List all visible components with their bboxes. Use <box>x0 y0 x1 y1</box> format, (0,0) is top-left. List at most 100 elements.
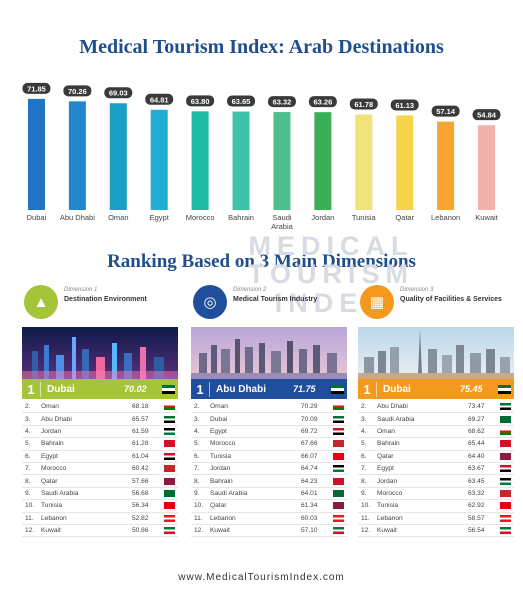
flag-icon <box>333 489 344 497</box>
bar <box>314 112 332 210</box>
chart-title: Medical Tourism Index: Arab Destinations <box>79 36 444 58</box>
ranking-row: 5. Bahrain 61.28 <box>22 438 178 451</box>
top-rank: 1 <box>22 381 41 397</box>
rank-number: 12. <box>194 527 204 535</box>
ranking-row: 9. Saudi Arabia 64.01 <box>191 488 347 501</box>
value-label: 61.78 <box>354 100 373 109</box>
footer-url[interactable]: www.MedicalTourismIndex.com <box>178 572 345 583</box>
score-value: 63.67 <box>468 465 485 473</box>
score-value: 63.45 <box>468 477 485 485</box>
flag-icon <box>333 415 344 423</box>
country-name: Bahrain <box>41 440 64 448</box>
ranking-row: 4. Egypt 69.72 <box>191 426 347 439</box>
flag-icon <box>333 403 344 411</box>
category-label: Jordan <box>311 213 334 222</box>
country-name: Oman <box>377 427 395 435</box>
value-label-bg <box>390 99 419 111</box>
city-photo <box>358 327 514 379</box>
section-title: Ranking Based on 3 Main Dimensions <box>107 251 416 272</box>
ranking-row: 4. Jordan 61.59 <box>22 426 178 439</box>
flag-icon <box>500 527 511 535</box>
flag-icon <box>333 465 344 473</box>
rank-number: 10. <box>361 502 371 510</box>
country-name: Jordan <box>210 465 231 473</box>
value-label: 64.81 <box>150 95 169 104</box>
rank-number: 9. <box>361 489 367 497</box>
flag-icon <box>164 440 175 448</box>
flag-icon <box>500 403 511 411</box>
score-value: 70.09 <box>301 415 318 423</box>
value-label-bg <box>227 95 256 107</box>
globe-icon: ◎ <box>193 285 227 319</box>
country-name: Saudi Arabia <box>377 415 415 423</box>
rank-number: 9. <box>25 489 31 497</box>
ranking-row: 5. Morocco 67.66 <box>191 438 347 451</box>
dimension-panel-3: ▦ Dimension 3 Quality of Facilities & Se… <box>358 283 514 563</box>
flag-icon <box>164 415 175 423</box>
country-name: Oman <box>41 403 59 411</box>
ranking-row: 12. Kuwait 50.86 <box>22 525 178 538</box>
flag-icon <box>164 489 175 497</box>
rank-number: 5. <box>361 440 367 448</box>
bar <box>478 125 496 210</box>
ranking-row: 6. Tunisia 66.07 <box>191 451 347 463</box>
rank-number: 7. <box>25 465 31 473</box>
ranking-row: 2. Oman 70.29 <box>191 401 347 414</box>
rank-number: 5. <box>25 440 31 448</box>
flag-icon <box>164 452 175 460</box>
top-score: 75.45 <box>460 384 483 394</box>
ranking-row: 6. Qatar 64.40 <box>358 451 514 463</box>
score-value: 61.59 <box>132 427 149 435</box>
score-value: 60.03 <box>301 514 318 522</box>
dimension-number: Dimension 1 <box>64 287 98 293</box>
flag-icon <box>164 465 175 473</box>
value-label-bg <box>267 96 296 108</box>
dimension-header: ▦ Dimension 3 Quality of Facilities & Se… <box>358 283 514 325</box>
rank-number: 11. <box>361 514 370 522</box>
country-name: Saudi Arabia <box>210 489 248 497</box>
rank-number: 12. <box>25 527 35 535</box>
flag-icon <box>164 502 175 510</box>
ranking-row: 4. Oman 68.62 <box>358 426 514 439</box>
value-label: 63.80 <box>191 97 210 106</box>
value-label-bg <box>22 82 51 94</box>
rank-number: 5. <box>194 440 200 448</box>
value-label-bg <box>349 98 378 110</box>
flag-icon <box>498 384 511 394</box>
rank-number: 6. <box>25 452 31 460</box>
value-label: 61.13 <box>395 101 414 110</box>
country-name: Qatar <box>41 477 58 485</box>
country-name: Bahrain <box>210 477 233 485</box>
score-value: 61.34 <box>301 502 318 510</box>
rank-number: 7. <box>361 465 367 473</box>
country-name: Saudi Arabia <box>41 489 79 497</box>
rank-number: 8. <box>194 477 200 485</box>
city-photo <box>22 327 178 379</box>
value-label: 63.26 <box>313 98 332 107</box>
ranking-row: 8. Bahrain 64.23 <box>191 475 347 488</box>
score-value: 56.34 <box>132 502 149 510</box>
category-label: Arabia <box>271 222 294 231</box>
score-value: 57.66 <box>132 477 149 485</box>
flag-icon <box>500 427 511 435</box>
top-rank: 1 <box>191 381 210 397</box>
flag-icon <box>500 440 511 448</box>
country-name: Abu Dhabi <box>377 403 408 411</box>
value-label-bg <box>431 105 460 117</box>
category-label: Tunisia <box>352 213 377 222</box>
country-name: Egypt <box>210 427 227 435</box>
value-label-bg <box>186 95 215 107</box>
dimension-panel-1: ▲ Dimension 1 Destination Environment 1 … <box>22 283 178 563</box>
bar <box>355 114 373 210</box>
flag-icon <box>333 502 344 510</box>
ranking-row: 11. Lebanon 52.82 <box>22 513 178 525</box>
score-value: 56.68 <box>132 489 149 497</box>
ranking-list: 2. Abu Dhabi 73.47 3. Saudi Arabia 69.27 4. Oma… <box>358 401 514 538</box>
country-name: Lebanon <box>41 514 67 522</box>
score-value: 67.66 <box>301 440 318 448</box>
ranking-row: 2. Abu Dhabi 73.47 <box>358 401 514 414</box>
score-value: 64.74 <box>301 465 318 473</box>
country-name: Qatar <box>210 502 227 510</box>
score-value: 68.18 <box>132 403 149 411</box>
ranking-row: 9. Saudi Arabia 56.68 <box>22 488 178 501</box>
